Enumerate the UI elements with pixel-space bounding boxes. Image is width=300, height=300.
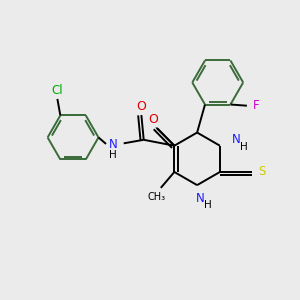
Text: H: H — [240, 142, 248, 152]
Text: H: H — [204, 200, 212, 210]
Text: CH₃: CH₃ — [148, 192, 166, 202]
Text: Cl: Cl — [52, 84, 63, 97]
Text: N: N — [196, 192, 204, 205]
Text: F: F — [253, 99, 260, 112]
Text: H: H — [109, 150, 116, 160]
Text: N: N — [109, 138, 118, 151]
Text: S: S — [258, 166, 266, 178]
Text: N: N — [232, 133, 241, 146]
Text: O: O — [136, 100, 146, 113]
Text: O: O — [149, 113, 159, 127]
